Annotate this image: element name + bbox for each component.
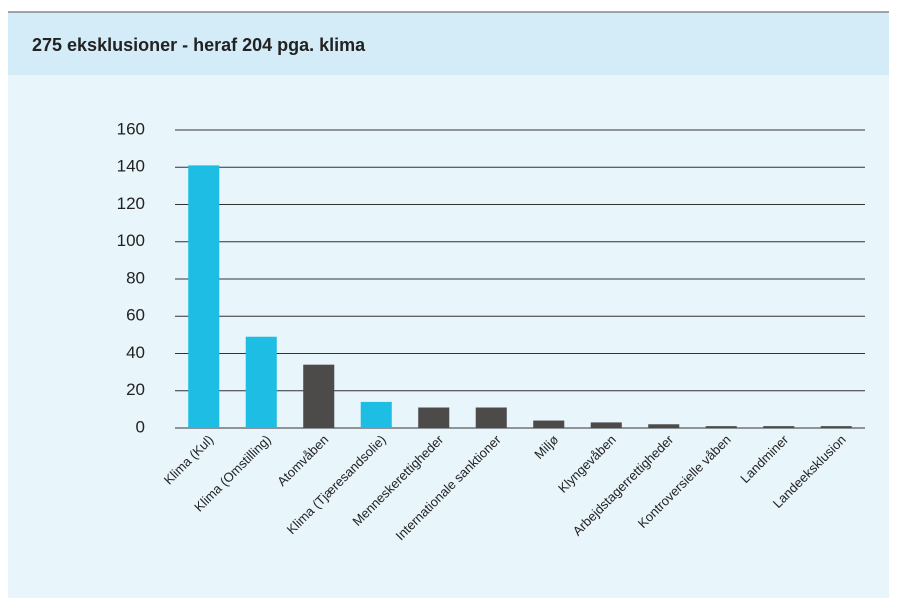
y-tick-label: 80 — [126, 268, 145, 287]
y-tick-label: 160 — [117, 119, 145, 138]
bar — [648, 424, 680, 428]
y-tick-label: 40 — [126, 343, 145, 362]
bar — [475, 407, 507, 428]
bar — [533, 420, 565, 428]
y-tick-label: 20 — [126, 380, 145, 399]
bar — [763, 426, 795, 428]
bar — [303, 364, 335, 428]
y-tick-label: 120 — [117, 194, 145, 213]
chart-panel — [8, 75, 889, 598]
chart-title: 275 eksklusioner - heraf 204 pga. klima — [32, 35, 366, 55]
bar — [188, 165, 220, 428]
bar — [245, 336, 277, 428]
y-tick-label: 100 — [117, 231, 145, 250]
y-tick-label: 140 — [117, 157, 145, 176]
header-band — [8, 12, 889, 75]
bar — [705, 426, 737, 428]
y-tick-label: 60 — [126, 306, 145, 325]
y-tick-label: 0 — [136, 417, 145, 436]
bar — [418, 407, 450, 428]
bar — [820, 426, 852, 428]
bar — [360, 401, 392, 428]
bar — [590, 422, 622, 428]
